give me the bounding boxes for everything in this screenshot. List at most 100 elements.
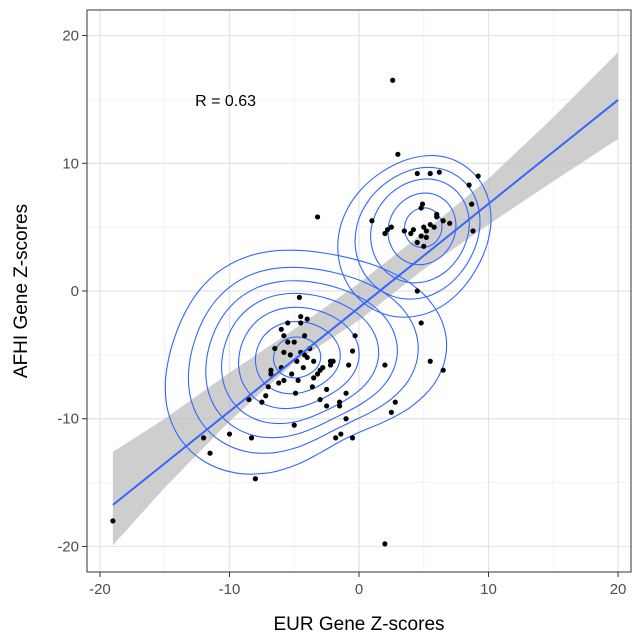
y-tick-label: -20: [57, 538, 79, 555]
x-tick-label: 20: [610, 581, 627, 598]
regression-line: [112, 99, 619, 506]
data-point: [390, 77, 396, 83]
contour-cluster-a-level-6: [187, 266, 419, 454]
data-point: [382, 541, 388, 547]
data-point: [314, 371, 321, 377]
data-point: [333, 435, 339, 441]
data-point: [289, 371, 295, 377]
contour-cluster-a-level-3: [238, 306, 360, 410]
data-point: [296, 294, 303, 300]
data-point: [265, 384, 271, 390]
data-point: [285, 339, 291, 345]
data-point: [423, 234, 429, 240]
data-point: [314, 214, 321, 220]
x-axis: -20 -10 0 10 20: [89, 572, 626, 598]
data-point: [466, 182, 472, 188]
confidence-band: [112, 52, 619, 546]
data-point: [414, 170, 420, 177]
contour-cluster-a-level-2: [254, 320, 341, 395]
data-point: [343, 416, 349, 422]
y-tick-label: -10: [57, 411, 79, 428]
data-point: [440, 218, 446, 224]
data-point: [281, 377, 287, 384]
data-point: [272, 345, 278, 352]
data-point: [369, 218, 375, 224]
data-point: [384, 227, 391, 233]
data-point: [336, 403, 343, 409]
data-point: [320, 365, 326, 371]
x-tick-label: 0: [355, 581, 363, 598]
data-point: [298, 313, 304, 320]
data-point: [418, 233, 424, 239]
contour-cluster-b-level-5: [337, 155, 492, 318]
data-point: [311, 375, 317, 381]
contour-cluster-b-level-3: [370, 178, 470, 284]
y-tick-label: 0: [71, 283, 79, 300]
contour-cluster-a-level-4: [220, 292, 380, 425]
data-point: [338, 431, 344, 437]
data-point: [292, 390, 299, 396]
data-point: [110, 518, 116, 524]
data-point: [346, 362, 352, 368]
data-point: [252, 476, 258, 482]
data-point: [291, 422, 297, 428]
data-point: [388, 409, 394, 415]
data-point: [419, 201, 426, 207]
data-point: [395, 151, 401, 157]
x-tick-label: 10: [480, 581, 497, 598]
data-point: [248, 435, 255, 441]
data-point: [309, 384, 315, 390]
data-point: [427, 358, 433, 364]
data-point: [421, 224, 427, 230]
data-point: [298, 320, 304, 326]
data-point: [291, 339, 297, 345]
data-point: [436, 169, 442, 175]
data-point: [207, 450, 213, 456]
data-point: [268, 367, 274, 373]
data-point: [336, 399, 343, 405]
data-point: [287, 352, 293, 358]
data-point: [268, 371, 274, 377]
y-axis: -20 -10 0 10 20: [57, 28, 87, 555]
data-point: [401, 228, 407, 234]
x-axis-title: EUR Gene Z-scores: [273, 614, 444, 635]
data-point: [388, 224, 394, 230]
data-point: [327, 362, 334, 368]
data-point: [447, 220, 453, 226]
data-point: [285, 320, 291, 326]
data-point: [427, 221, 433, 228]
data-point: [300, 365, 306, 371]
data-point: [295, 377, 301, 384]
data-point: [259, 399, 265, 405]
y-tick-label: 20: [62, 28, 79, 45]
data-point: [304, 354, 310, 361]
density-contours: [164, 155, 492, 475]
contour-cluster-b-level-1: [403, 207, 443, 249]
data-point: [470, 228, 476, 234]
data-point: [200, 435, 207, 441]
data-point: [281, 349, 287, 355]
data-point: [408, 230, 414, 237]
data-point: [276, 380, 282, 386]
data-point: [246, 396, 252, 403]
data-point: [431, 224, 437, 230]
data-point: [421, 243, 427, 249]
data-point: [382, 362, 388, 368]
contour-cluster-a-level-5: [205, 280, 398, 439]
contour-cluster-a-level-1: [273, 336, 322, 379]
data-point: [423, 228, 429, 234]
y-tick-label: 10: [62, 155, 79, 172]
x-tick-label: -20: [89, 581, 111, 598]
data-point: [278, 326, 284, 332]
data-point: [440, 367, 446, 373]
data-point: [324, 386, 330, 392]
contour-cluster-b-level-4: [354, 166, 481, 300]
data-point: [343, 390, 349, 396]
data-points: [110, 77, 481, 547]
data-point: [294, 358, 300, 364]
data-point: [226, 431, 233, 437]
data-point: [434, 214, 440, 220]
x-tick-label: -10: [219, 581, 241, 598]
data-point: [311, 358, 317, 364]
